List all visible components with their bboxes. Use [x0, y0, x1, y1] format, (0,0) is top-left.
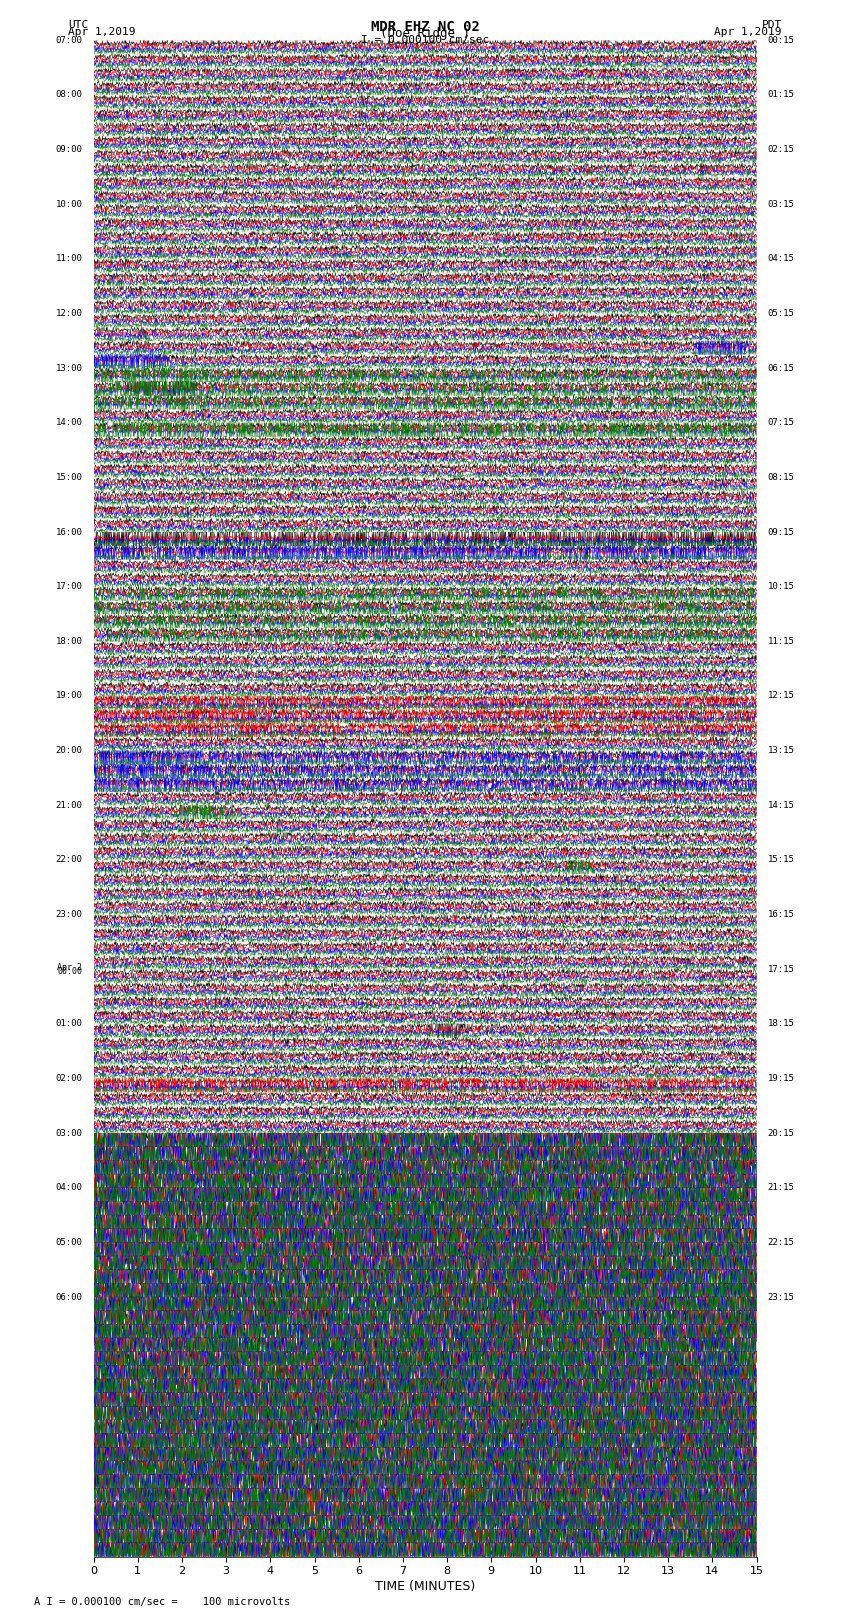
Text: 21:00: 21:00 [55, 800, 82, 810]
Text: 22:00: 22:00 [55, 855, 82, 865]
Text: 19:00: 19:00 [55, 692, 82, 700]
Text: 06:15: 06:15 [768, 363, 795, 373]
Text: 11:15: 11:15 [768, 637, 795, 645]
Text: 23:00: 23:00 [55, 910, 82, 919]
Text: 21:15: 21:15 [768, 1184, 795, 1192]
Text: 12:15: 12:15 [768, 692, 795, 700]
Text: 01:15: 01:15 [768, 90, 795, 100]
Text: 11:00: 11:00 [55, 255, 82, 263]
Text: 09:00: 09:00 [55, 145, 82, 155]
Text: Apr 1,2019: Apr 1,2019 [715, 27, 782, 37]
Text: 14:00: 14:00 [55, 418, 82, 427]
Text: 06:00: 06:00 [55, 1292, 82, 1302]
Text: UTC: UTC [68, 19, 88, 31]
Text: 08:15: 08:15 [768, 473, 795, 482]
Text: 00:00: 00:00 [58, 966, 82, 976]
Text: Apr 2: Apr 2 [58, 963, 82, 971]
Text: 03:15: 03:15 [768, 200, 795, 208]
Text: 18:15: 18:15 [768, 1019, 795, 1029]
Text: 15:00: 15:00 [55, 473, 82, 482]
Text: 13:15: 13:15 [768, 747, 795, 755]
Text: 10:15: 10:15 [768, 582, 795, 592]
Text: 00:15: 00:15 [768, 35, 795, 45]
Text: 22:15: 22:15 [768, 1237, 795, 1247]
Text: 18:00: 18:00 [55, 637, 82, 645]
Text: 17:15: 17:15 [768, 965, 795, 974]
Text: 14:15: 14:15 [768, 800, 795, 810]
Text: 05:00: 05:00 [55, 1237, 82, 1247]
Text: 17:00: 17:00 [55, 582, 82, 592]
Text: I = 0.000100 cm/sec: I = 0.000100 cm/sec [361, 35, 489, 45]
Text: 20:00: 20:00 [55, 747, 82, 755]
Text: 15:15: 15:15 [768, 855, 795, 865]
Text: 08:00: 08:00 [55, 90, 82, 100]
Text: 05:15: 05:15 [768, 310, 795, 318]
Text: 04:15: 04:15 [768, 255, 795, 263]
Text: 04:00: 04:00 [55, 1184, 82, 1192]
Text: A I = 0.000100 cm/sec =    100 microvolts: A I = 0.000100 cm/sec = 100 microvolts [34, 1597, 290, 1607]
X-axis label: TIME (MINUTES): TIME (MINUTES) [375, 1581, 475, 1594]
Text: 20:15: 20:15 [768, 1129, 795, 1137]
Text: 03:00: 03:00 [55, 1129, 82, 1137]
Text: PDT: PDT [762, 19, 782, 31]
Text: 10:00: 10:00 [55, 200, 82, 208]
Text: Apr 1,2019: Apr 1,2019 [68, 27, 135, 37]
Text: 07:00: 07:00 [55, 35, 82, 45]
Text: 13:00: 13:00 [55, 363, 82, 373]
Text: 19:15: 19:15 [768, 1074, 795, 1082]
Text: 12:00: 12:00 [55, 310, 82, 318]
Text: 02:00: 02:00 [55, 1074, 82, 1082]
Text: 01:00: 01:00 [55, 1019, 82, 1029]
Text: 16:15: 16:15 [768, 910, 795, 919]
Text: (Doe Ridge ): (Doe Ridge ) [380, 27, 470, 40]
Text: 02:15: 02:15 [768, 145, 795, 155]
Text: 23:15: 23:15 [768, 1292, 795, 1302]
Text: 07:15: 07:15 [768, 418, 795, 427]
Text: MDR EHZ NC 02: MDR EHZ NC 02 [371, 19, 479, 34]
Text: 16:00: 16:00 [55, 527, 82, 537]
Text: 09:15: 09:15 [768, 527, 795, 537]
